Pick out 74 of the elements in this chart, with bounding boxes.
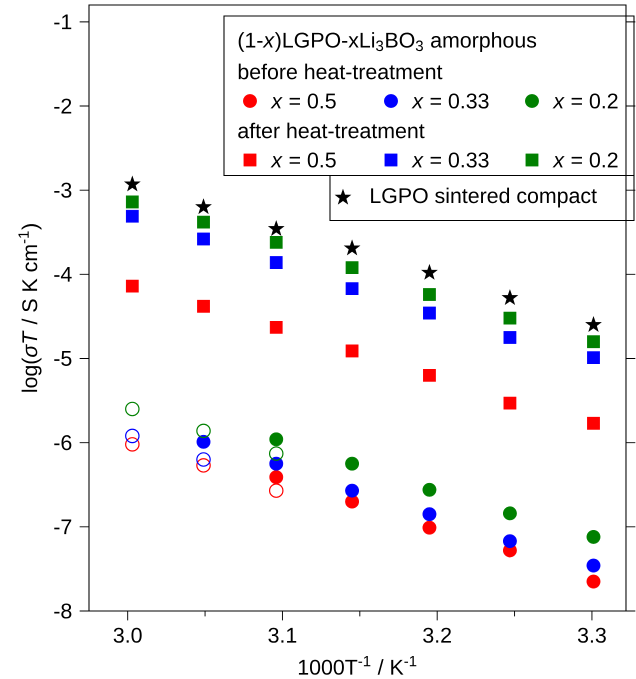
x-tick-label: 3.0 — [114, 628, 142, 643]
point — [197, 216, 210, 229]
y-tick-label: -3 — [54, 182, 72, 198]
legend-label: x = 0.5 — [270, 152, 336, 168]
annotation: before heat-treatment — [238, 64, 442, 80]
point — [126, 196, 139, 208]
point — [268, 220, 284, 236]
legend-label: LGPO sintered compact — [371, 188, 597, 208]
point — [422, 264, 438, 280]
point — [586, 316, 602, 332]
x-tick-label: 3.3 — [578, 628, 606, 643]
point — [270, 256, 283, 269]
point — [269, 470, 284, 484]
point — [423, 306, 436, 320]
point — [125, 437, 140, 452]
point — [125, 402, 140, 416]
point — [268, 446, 284, 461]
point — [270, 236, 283, 249]
point — [423, 288, 436, 301]
point — [345, 484, 360, 498]
point — [586, 574, 600, 588]
legend-label: x = 0.2 — [552, 152, 618, 168]
point — [423, 368, 436, 382]
point — [196, 458, 211, 473]
point — [346, 344, 358, 358]
y-axis-title: log(σT / S K cm$^{-1}$) — [18, 224, 42, 392]
point — [502, 534, 517, 548]
y-tick-label: -1 — [54, 14, 72, 30]
x-tick-label: 3.2 — [423, 628, 451, 643]
point — [346, 282, 358, 296]
point — [197, 232, 210, 246]
point — [587, 335, 600, 348]
x-tick-label: 3.1 — [268, 628, 296, 643]
point — [345, 456, 360, 471]
point — [196, 452, 211, 467]
point — [346, 261, 358, 274]
y-tick-label: -4 — [54, 267, 72, 282]
point — [126, 280, 139, 293]
y-tick-label: -5 — [54, 351, 72, 366]
point — [422, 520, 436, 535]
point — [504, 331, 516, 344]
point — [269, 456, 284, 471]
point — [422, 482, 436, 497]
legend-label: x = 0.2 — [552, 93, 618, 109]
point — [126, 210, 139, 223]
point — [196, 424, 211, 438]
point — [587, 416, 600, 430]
y-tick-label: -8 — [54, 603, 72, 619]
y-tick-label: -7 — [54, 519, 72, 534]
point — [502, 506, 517, 520]
point — [269, 432, 284, 446]
legend-title: (1-x)LGPO-xLi$_{3}$BO$_{3}$ amorphous — [238, 32, 536, 52]
x-axis-title: 1000T$^{-1}$ / K$^{-1}$ — [298, 656, 416, 675]
point — [504, 312, 516, 325]
point — [196, 434, 210, 449]
point — [502, 290, 518, 305]
legend-label: x = 0.5 — [270, 93, 336, 109]
point — [586, 558, 600, 572]
y-tick-label: -6 — [54, 435, 72, 450]
annotation: after heat-treatment — [238, 122, 425, 138]
point — [422, 507, 436, 522]
point — [586, 530, 600, 544]
point — [196, 198, 212, 214]
point — [197, 300, 210, 313]
legend-label: x = 0.33 — [412, 93, 489, 109]
point — [270, 320, 283, 334]
point — [268, 483, 284, 498]
point — [125, 428, 140, 444]
point — [124, 176, 140, 192]
y-tick-label: -2 — [54, 98, 72, 114]
point — [344, 240, 360, 255]
legend-label: x = 0.33 — [412, 152, 489, 168]
point — [504, 396, 516, 410]
point — [587, 351, 600, 364]
